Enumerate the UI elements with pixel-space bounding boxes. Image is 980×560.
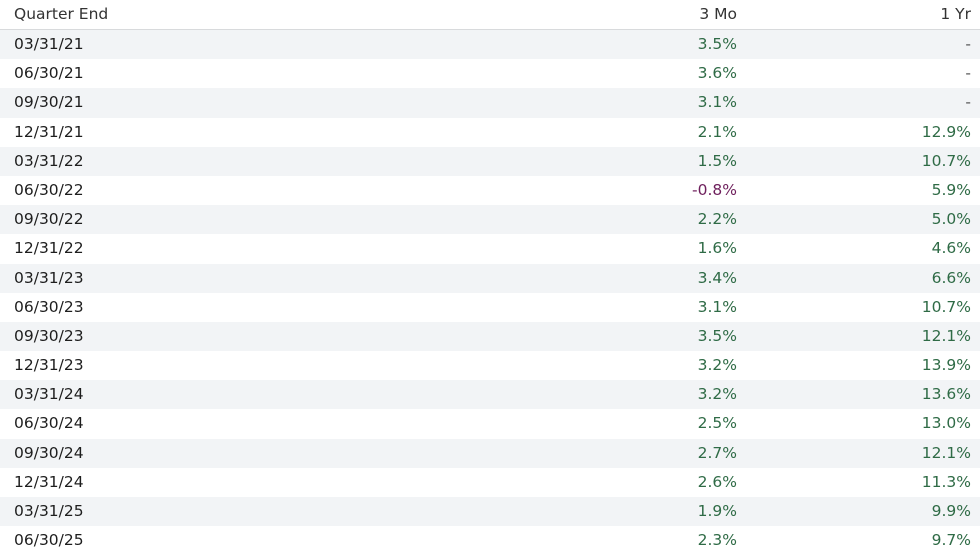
table-row: 03/31/21 3.5% -	[0, 30, 980, 60]
return-cell: 12.1%	[921, 443, 971, 462]
return-cell: 10.7%	[921, 151, 971, 170]
table-row: 06/30/23 3.1% 10.7%	[0, 293, 980, 322]
date-cell: 06/30/25	[14, 531, 84, 550]
date-cell: 09/30/22	[14, 210, 84, 229]
return-cell: 2.2%	[697, 210, 737, 229]
return-cell: 12.9%	[921, 122, 971, 141]
date-cell: 09/30/23	[14, 326, 84, 345]
return-cell: 1.6%	[697, 239, 737, 258]
return-cell: -	[965, 93, 971, 112]
date-cell: 12/31/24	[14, 472, 84, 491]
date-cell: 06/30/21	[14, 64, 84, 83]
return-cell: 12.1%	[921, 326, 971, 345]
date-cell: 03/31/24	[14, 385, 84, 404]
date-cell: 03/31/22	[14, 151, 84, 170]
return-cell: 4.6%	[931, 239, 971, 258]
date-cell: 09/30/21	[14, 93, 84, 112]
date-cell: 06/30/23	[14, 297, 84, 316]
table-row: 06/30/25 2.3% 9.7%	[0, 526, 980, 555]
date-cell: 12/31/22	[14, 239, 84, 258]
table-row: 03/31/23 3.4% 6.6%	[0, 263, 980, 293]
return-cell: 5.9%	[931, 180, 971, 199]
return-cell: 3.1%	[697, 93, 737, 112]
table-row: 12/31/22 1.6% 4.6%	[0, 234, 980, 263]
date-cell: 06/30/24	[14, 414, 84, 433]
return-cell: 3.5%	[697, 35, 737, 53]
return-cell: 2.3%	[697, 531, 737, 550]
table-row: 09/30/23 3.5% 12.1%	[0, 321, 980, 352]
return-cell: 2.7%	[697, 443, 737, 462]
date-cell: 03/31/25	[14, 502, 84, 520]
return-cell: 3.2%	[697, 385, 737, 404]
date-cell: 12/31/23	[14, 356, 84, 375]
return-cell: 5.0%	[931, 210, 971, 229]
return-cell: 3.1%	[697, 297, 737, 316]
return-cell: 3.2%	[697, 356, 737, 375]
return-cell: -	[965, 64, 971, 83]
return-cell: 3.6%	[697, 64, 737, 83]
date-cell: 03/31/21	[14, 35, 84, 53]
table-row: 09/30/21 3.1% -	[0, 88, 980, 118]
date-cell: 06/30/22	[14, 180, 84, 199]
date-cell: 03/31/23	[14, 268, 84, 287]
return-cell: 10.7%	[921, 297, 971, 316]
return-cell: 13.6%	[921, 385, 971, 404]
table-row: 12/31/23 3.2% 13.9%	[0, 351, 980, 380]
table-row: 06/30/24 2.5% 13.0%	[0, 409, 980, 438]
return-cell: 2.6%	[697, 472, 737, 491]
return-cell: 1.5%	[697, 151, 737, 170]
table-row: 03/31/22 1.5% 10.7%	[0, 146, 980, 176]
header-cell: 3 Mo	[699, 5, 737, 23]
return-cell: 13.0%	[921, 414, 971, 433]
date-cell: 12/31/21	[14, 122, 84, 141]
return-cell: -0.8%	[692, 180, 737, 199]
return-cell: 1.9%	[697, 502, 737, 520]
table-row: 06/30/22 -0.8% 5.9%	[0, 176, 980, 205]
return-cell: 9.7%	[931, 531, 971, 550]
header-cell: Quarter End	[14, 5, 109, 23]
date-cell: 09/30/24	[14, 443, 84, 462]
return-cell: 13.9%	[921, 356, 971, 375]
table-row: 12/31/24 2.6% 11.3%	[0, 468, 980, 497]
table-row: 03/31/24 3.2% 13.6%	[0, 380, 980, 410]
header-row: Quarter End 3 Mo 1 Yr	[0, 0, 980, 30]
return-cell: 3.4%	[697, 268, 737, 287]
return-cell: 6.6%	[931, 268, 971, 287]
table-row: 03/31/25 1.9% 9.9%	[0, 497, 980, 527]
return-cell: 9.9%	[931, 502, 971, 520]
return-cell: 11.3%	[921, 472, 971, 491]
table-row: 09/30/22 2.2% 5.0%	[0, 205, 980, 235]
header-cell: 1 Yr	[940, 5, 971, 23]
return-cell: -	[965, 35, 971, 53]
return-cell: 2.5%	[697, 414, 737, 433]
table-row: 09/30/24 2.7% 12.1%	[0, 438, 980, 468]
table-row: 06/30/21 3.6% -	[0, 59, 980, 88]
return-cell: 3.5%	[697, 326, 737, 345]
return-cell: 2.1%	[697, 122, 737, 141]
table-row: 12/31/21 2.1% 12.9%	[0, 118, 980, 147]
